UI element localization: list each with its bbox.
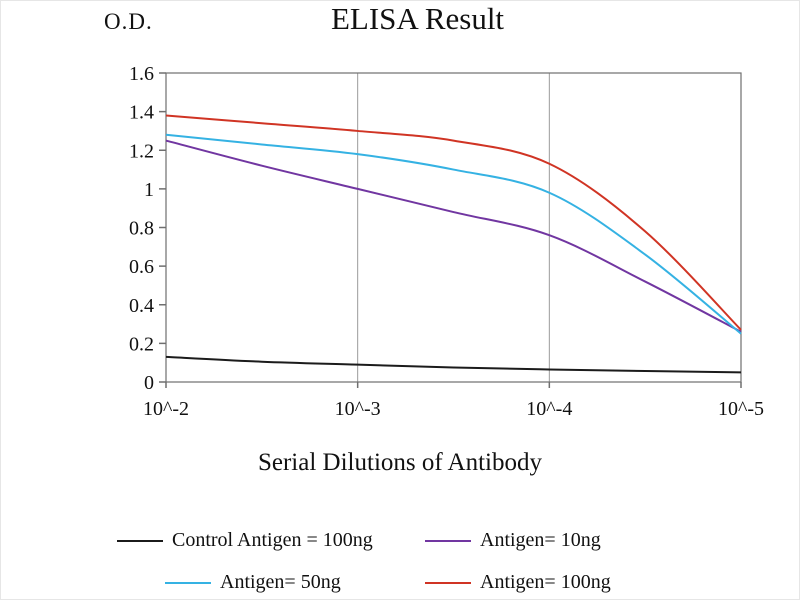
svg-text:10^-2: 10^-2 [143, 398, 189, 420]
legend-item-antigen-10ng: Antigen= 10ng [425, 529, 601, 552]
chart-plot-area: 0 0.2 0.4 0.6 0.8 1 1.2 1.4 1.6 10^-2 10^-3 10^-4 10… [129, 63, 764, 420]
svg-text:0.4: 0.4 [129, 295, 154, 317]
svg-text:10^-5: 10^-5 [718, 398, 764, 420]
legend-item-control-antigen-100ng: Control Antigen = 100ng [117, 529, 373, 552]
legend-item-antigen-100ng: Antigen= 100ng [425, 571, 611, 594]
svg-text:1.6: 1.6 [129, 63, 154, 85]
svg-text:10^-4: 10^-4 [526, 398, 572, 420]
legend-item-label: Antigen= 50ng [220, 571, 341, 593]
legend-item-label: Antigen= 10ng [480, 529, 601, 551]
legend-line-swatch [165, 581, 211, 584]
legend-line-swatch [117, 539, 163, 542]
legend-line-swatch [425, 539, 471, 542]
svg-text:10^-3: 10^-3 [335, 398, 381, 420]
y-axis-unit-label: O.D. [104, 9, 153, 34]
legend-line-swatch [425, 581, 471, 584]
svg-text:0.6: 0.6 [129, 256, 154, 278]
svg-text:1.4: 1.4 [129, 102, 154, 124]
legend-item-label: Control Antigen = 100ng [172, 529, 373, 551]
chart-title: ELISA Result [330, 1, 505, 36]
legend-item-antigen-50ng: Antigen= 50ng [165, 571, 341, 594]
x-axis-title: Serial Dilutions of Antibody [257, 449, 543, 476]
legend-item-label: Antigen= 100ng [480, 571, 611, 593]
svg-text:0.2: 0.2 [129, 333, 154, 355]
svg-text:1.2: 1.2 [129, 140, 154, 162]
svg-text:0.8: 0.8 [129, 218, 154, 240]
svg-text:0: 0 [144, 372, 154, 394]
svg-text:1: 1 [144, 179, 154, 201]
